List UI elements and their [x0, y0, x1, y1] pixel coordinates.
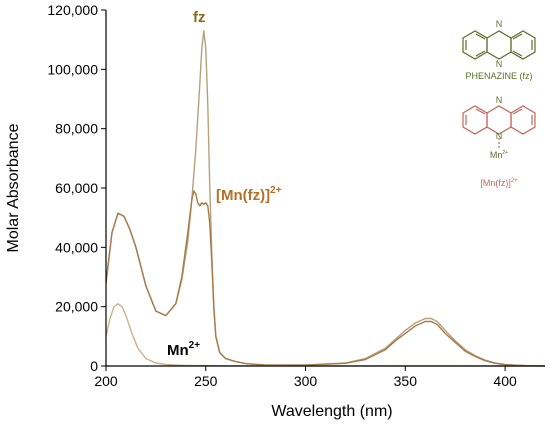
annotation-mn-sup: 2+ — [189, 340, 201, 351]
annotation-fz: fz — [193, 9, 206, 26]
complex-mn-label: Mn2+ — [490, 150, 508, 160]
x-tick-label: 400 — [493, 373, 517, 389]
phenazine-n-top: N — [496, 19, 503, 29]
complex-label: [Mn(fz)]2+ — [480, 178, 518, 188]
y-tick-label: 120,000 — [47, 2, 98, 18]
annotation-mn-text: Mn — [167, 342, 189, 359]
annotation-mn-fz-sup: 2+ — [270, 185, 282, 196]
ticks: 0 20,000 40,000 60,000 80,000 100,000 120,000 2… — [47, 2, 517, 389]
complex-label-sup: 2+ — [511, 178, 518, 184]
y-tick-label: 0 — [90, 358, 98, 374]
x-tick-label: 350 — [394, 373, 418, 389]
annotation-mn-fz-text: [Mn(fz)] — [216, 187, 270, 204]
complex-label-text: [Mn(fz)] — [480, 178, 511, 188]
y-tick-label: 100,000 — [47, 61, 98, 77]
y-axis-label: Molar Absorbance — [5, 123, 22, 252]
phenazine-structure — [462, 30, 536, 60]
annotation-mn: Mn2+ — [167, 340, 200, 359]
annotation-mn-fz: [Mn(fz)]2+ — [216, 185, 282, 204]
series-line-0 — [105, 30, 546, 367]
complex-mn-text: Mn — [490, 150, 503, 160]
x-tick-label: 300 — [294, 373, 318, 389]
y-tick-label: 40,000 — [55, 239, 98, 255]
phenazine-n-bottom: N — [496, 59, 503, 69]
series-line-1 — [105, 190, 546, 367]
x-axis-label: Wavelength (nm) — [271, 403, 392, 420]
complex-n-bottom: N — [496, 131, 503, 141]
y-tick-label: 60,000 — [55, 180, 98, 196]
complex-mn-sup: 2+ — [502, 150, 508, 156]
y-tick-label: 20,000 — [55, 299, 98, 315]
phenazine-label: PHENAZINE (fz) — [465, 71, 532, 81]
axes — [105, 10, 545, 367]
x-tick-label: 250 — [194, 373, 218, 389]
mn-fz-structure — [462, 105, 536, 150]
series-layer — [105, 30, 546, 367]
y-tick-label: 80,000 — [55, 121, 98, 137]
plot-area: 0 20,000 40,000 60,000 80,000 100,000 120,000 2… — [47, 2, 546, 389]
x-tick-label: 200 — [94, 373, 118, 389]
complex-n-top: N — [496, 95, 503, 105]
